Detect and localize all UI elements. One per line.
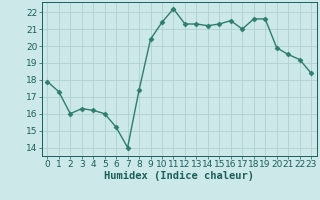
X-axis label: Humidex (Indice chaleur): Humidex (Indice chaleur) — [104, 171, 254, 181]
